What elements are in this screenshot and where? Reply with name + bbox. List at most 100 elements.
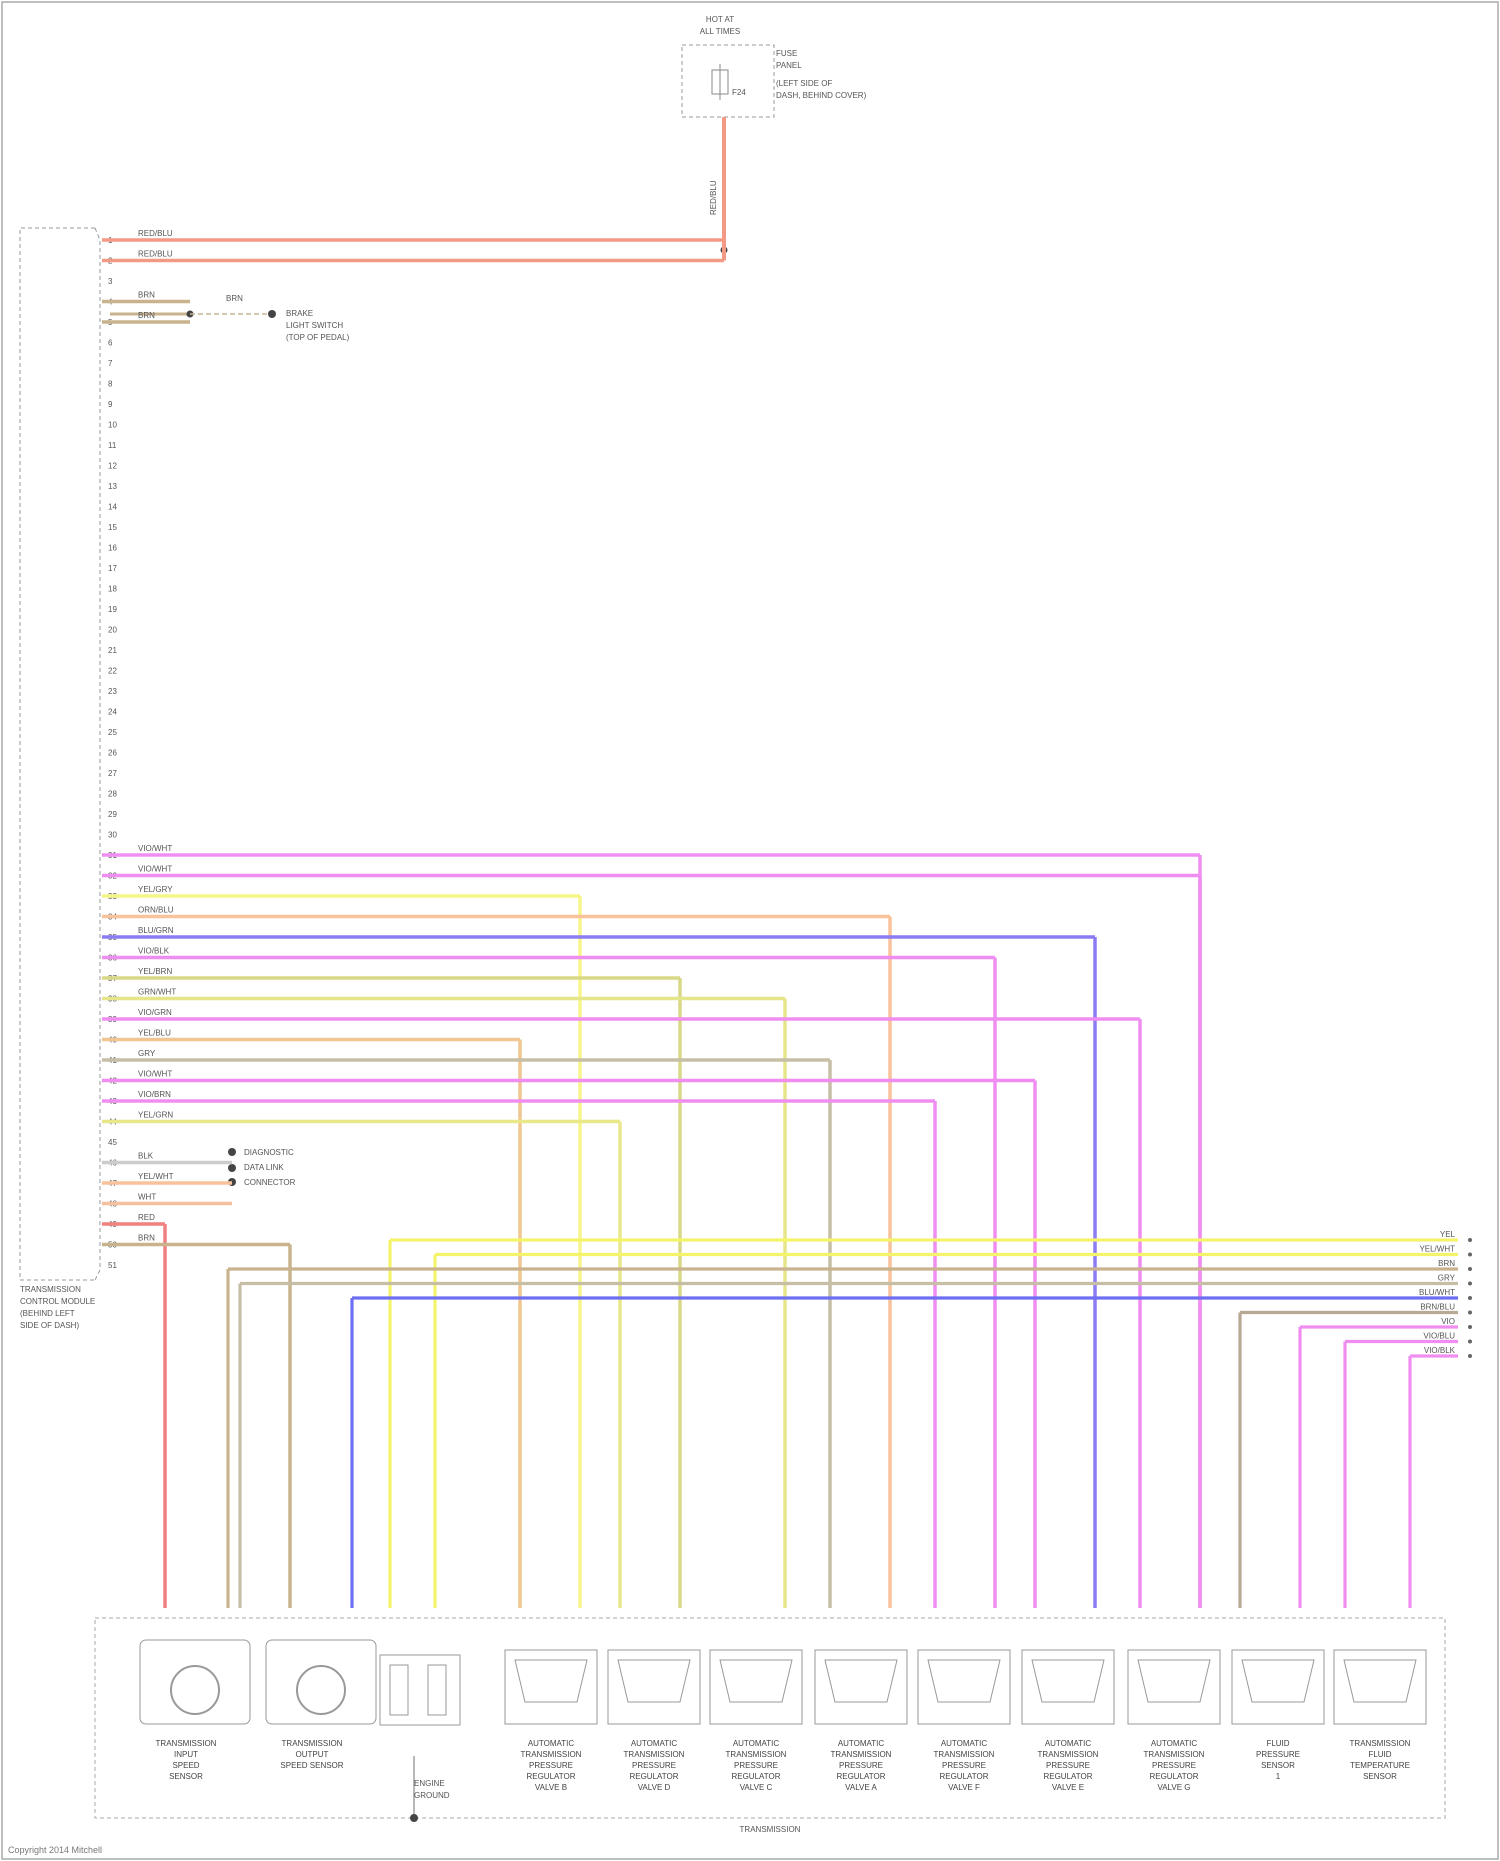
fuse-symbol <box>711 69 729 95</box>
right-link-arrow <box>1468 1325 1472 1329</box>
connector-pin-label: 27 <box>108 769 117 778</box>
wire-layer: RED/BLU RED/BLU BRN BRN VIO/WHT VIO/WHT YEL/GR… <box>102 229 1202 1608</box>
wire-pin-5: BRN <box>102 311 190 324</box>
right-link-arrow <box>1468 1281 1472 1286</box>
component-3: AUTOMATIC TRANSMISSION PRESSURE REGULATOR VA… <box>504 1649 598 1792</box>
wire-label: YEL/BRN <box>138 967 172 976</box>
wire-pin-1: RED/BLU <box>102 229 724 242</box>
speed-sensor-icon <box>296 1665 346 1715</box>
connector-outline <box>19 227 95 1281</box>
valve-body <box>504 1649 598 1725</box>
fuse-feed-wire-label: RED/BLU <box>709 180 718 215</box>
right-link-5: BRN/BLU <box>1238 1303 1472 1608</box>
component-label-line: TEMPERATURE <box>1350 1761 1410 1770</box>
component-label-line: TRANSMISSION <box>521 1750 582 1759</box>
component-label-line: TRANSMISSION <box>282 1739 343 1748</box>
components: TRANSMISSIONINPUTSPEEDSENSORTRANSMISSION… <box>139 1639 1427 1792</box>
right-link-label: VIO/BLK <box>1424 1346 1456 1355</box>
component-label-line: SENSOR <box>1261 1761 1295 1770</box>
component-label-line: VALVE F <box>948 1783 980 1792</box>
right-link-2: BRN <box>226 1259 1472 1608</box>
data-link-line-2: DATA LINK <box>244 1163 284 1172</box>
connector-pin-label: 25 <box>108 728 117 737</box>
component-label-line: REGULATOR <box>526 1772 575 1781</box>
copyright-footer: Copyright 2014 Mitchell <box>8 1845 103 1855</box>
wire-label: RED <box>138 1213 155 1222</box>
brake-switch-line-2: LIGHT SWITCH <box>286 321 343 330</box>
component-8: AUTOMATIC TRANSMISSION PRESSURE REGULATOR VA… <box>1021 1649 1115 1792</box>
data-link-group: DIAGNOSTIC DATA LINK CONNECTOR <box>228 1148 296 1187</box>
wire-pin-48: WHT <box>102 1193 232 1206</box>
right-link-arrow <box>1468 1354 1472 1358</box>
data-link-terminal-1 <box>228 1148 236 1156</box>
right-link-label: YEL <box>1440 1230 1456 1239</box>
wire-pin-4: BRN <box>102 291 190 304</box>
fuse-block: HOT AT ALL TIMES F24 FUSE PANEL (LEFT SI… <box>681 15 867 254</box>
component-label-line: SPEED <box>172 1761 199 1770</box>
component-label-line: PRESSURE <box>942 1761 986 1770</box>
right-link-arrow <box>1468 1310 1472 1315</box>
component-0: TRANSMISSION INPUT SPEED SENSOR <box>139 1639 251 1781</box>
wire-pin-43: VIO/BRN <box>102 1090 937 1608</box>
component-label-line: VALVE B <box>535 1783 567 1792</box>
component-4: AUTOMATIC TRANSMISSION PRESSURE REGULATOR VA… <box>607 1649 701 1792</box>
valve-icon <box>1343 1659 1417 1703</box>
connector-pin-label: 51 <box>108 1261 117 1270</box>
transmission-box: TRANSMISSION <box>94 1617 1446 1834</box>
component-label-line: REGULATOR <box>629 1772 678 1781</box>
component-label-line: REGULATOR <box>939 1772 988 1781</box>
component-label-line: SENSOR <box>169 1772 203 1781</box>
switch-body <box>379 1654 461 1726</box>
speed-sensor-body <box>265 1639 377 1725</box>
connector-title-line-3: (BEHIND LEFT <box>20 1309 75 1318</box>
connector-title-line-4: SIDE OF DASH) <box>20 1321 79 1330</box>
component-label-line: TRANSMISSION <box>726 1750 787 1759</box>
connector-pin-label: 10 <box>108 421 117 430</box>
valve-icon <box>719 1659 793 1703</box>
component-label-line: PRESSURE <box>529 1761 573 1770</box>
valve-body <box>709 1649 803 1725</box>
connector-pin-label: 20 <box>108 626 117 635</box>
valve-icon <box>824 1659 898 1703</box>
brake-switch-group: BRN BRAKE LIGHT SWITCH (TOP OF PEDAL) <box>110 294 350 342</box>
component-label-line: TRANSMISSION <box>831 1750 892 1759</box>
right-link-7: VIO/BLU <box>1343 1332 1472 1608</box>
connector-pin-label: 16 <box>108 544 117 553</box>
component-6: AUTOMATIC TRANSMISSION PRESSURE REGULATOR VA… <box>814 1649 908 1792</box>
component-label-line: AUTOMATIC <box>1151 1739 1198 1748</box>
right-link-label: BLU/WHT <box>1419 1288 1455 1297</box>
wire-pin-34: ORN/BLU <box>102 906 892 1608</box>
valve-body <box>1333 1649 1427 1725</box>
wire-pin-47: YEL/WHT <box>102 1172 232 1185</box>
component-label-line: REGULATOR <box>1149 1772 1198 1781</box>
connector-pin-label: 26 <box>108 749 117 758</box>
component-label-line: AUTOMATIC <box>733 1739 780 1748</box>
component-label-line: AUTOMATIC <box>838 1739 885 1748</box>
fuse-desc-line-3: (LEFT SIDE OF <box>776 79 832 88</box>
connector-title-line-2: CONTROL MODULE <box>20 1297 95 1306</box>
valve-icon <box>1241 1659 1315 1703</box>
component-label-line: PRESSURE <box>734 1761 778 1770</box>
component-label-line: OUTPUT <box>296 1750 329 1759</box>
switch-contact-b <box>427 1664 447 1716</box>
wire-pin-46: BLK <box>102 1152 232 1165</box>
connector-pin-label: 23 <box>108 687 117 696</box>
right-links: YEL YEL/WHT BRN GRY BLU/WHT BRN/BLU VIO VIO/BLU… <box>226 1230 1472 1608</box>
connector-pin-label: 15 <box>108 523 117 532</box>
right-link-arrow <box>1468 1267 1472 1271</box>
right-link-8: VIO/BLK <box>1408 1346 1472 1608</box>
data-link-terminal-2 <box>228 1164 236 1172</box>
valve-icon <box>1031 1659 1105 1703</box>
right-link-6: VIO <box>1298 1317 1472 1608</box>
wire-label: BRN <box>138 291 155 300</box>
component-5: AUTOMATIC TRANSMISSION PRESSURE REGULATOR VA… <box>709 1649 803 1792</box>
fuse-title-line-1: HOT AT <box>706 15 734 24</box>
connector-pin-label: 14 <box>108 503 117 512</box>
component-label-line: VALVE A <box>845 1783 877 1792</box>
wire-label: BRN <box>138 311 155 320</box>
component-label-line: TRANSMISSION <box>1350 1739 1411 1748</box>
right-link-label: GRY <box>1438 1274 1456 1283</box>
component-label-line: SPEED SENSOR <box>280 1761 343 1770</box>
connector-pin-label: 19 <box>108 605 117 614</box>
